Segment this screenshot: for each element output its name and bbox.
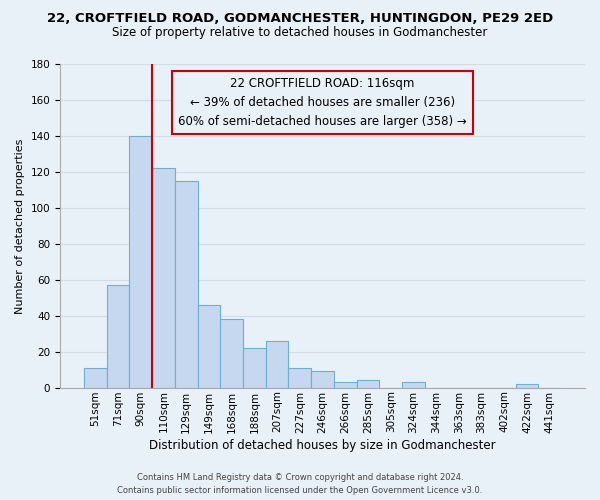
Bar (243, 348, 266, 388)
Bar (515, 384, 538, 388)
Bar (107, 285, 130, 388)
Bar (289, 368, 311, 388)
Bar (334, 382, 356, 388)
Y-axis label: Number of detached properties: Number of detached properties (15, 138, 25, 314)
Bar (266, 341, 289, 388)
Bar (311, 372, 334, 388)
Bar (197, 305, 220, 388)
Text: 22 CROFTFIELD ROAD: 116sqm
← 39% of detached houses are smaller (236)
60% of sem: 22 CROFTFIELD ROAD: 116sqm ← 39% of deta… (178, 77, 467, 128)
Bar (84, 368, 107, 388)
Text: 22, CROFTFIELD ROAD, GODMANCHESTER, HUNTINGDON, PE29 2ED: 22, CROFTFIELD ROAD, GODMANCHESTER, HUNT… (47, 12, 553, 26)
Bar (130, 136, 152, 388)
X-axis label: Distribution of detached houses by size in Godmanchester: Distribution of detached houses by size … (149, 440, 496, 452)
Bar (152, 168, 175, 388)
Bar (356, 380, 379, 388)
Bar (175, 181, 197, 388)
Bar (402, 382, 425, 388)
Text: Size of property relative to detached houses in Godmanchester: Size of property relative to detached ho… (112, 26, 488, 39)
Bar (220, 320, 243, 388)
Text: Contains HM Land Registry data © Crown copyright and database right 2024.
Contai: Contains HM Land Registry data © Crown c… (118, 474, 482, 495)
